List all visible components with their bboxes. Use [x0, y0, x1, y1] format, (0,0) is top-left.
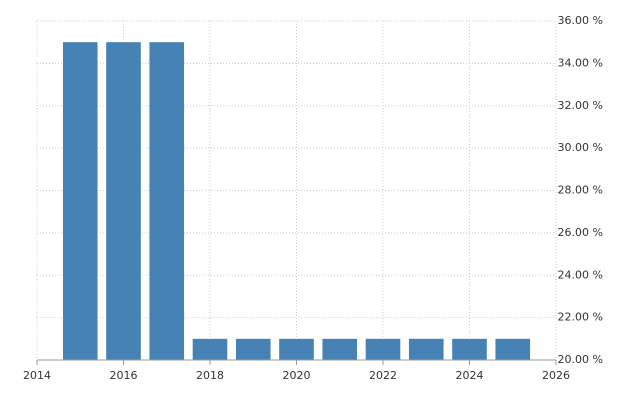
x-tick-label: 2014	[23, 369, 51, 382]
bar	[495, 338, 531, 360]
y-tick-label: 26.00 %	[558, 226, 603, 239]
y-tick-label: 36.00 %	[558, 14, 603, 27]
y-tick-label: 22.00 %	[558, 311, 603, 324]
bar	[106, 42, 141, 360]
bar	[235, 338, 271, 360]
bar	[365, 338, 401, 360]
bar	[62, 42, 98, 360]
bar	[149, 42, 185, 360]
x-tick-label: 2018	[196, 369, 224, 382]
y-tick-label: 28.00 %	[558, 184, 603, 197]
x-tick-label: 2026	[542, 369, 570, 382]
bar	[279, 338, 314, 360]
y-tick-label: 32.00 %	[558, 99, 603, 112]
y-tick-label: 30.00 %	[558, 141, 603, 154]
x-tick-label: 2020	[283, 369, 311, 382]
y-tick-label: 20.00 %	[558, 353, 603, 366]
x-tick-label: 2016	[110, 369, 138, 382]
bar	[322, 338, 358, 360]
bar	[192, 338, 228, 360]
bar	[452, 338, 487, 360]
y-tick-label: 24.00 %	[558, 268, 603, 281]
bar	[408, 338, 444, 360]
x-tick-label: 2024	[456, 369, 484, 382]
x-tick-label: 2022	[369, 369, 397, 382]
y-tick-label: 34.00 %	[558, 56, 603, 69]
